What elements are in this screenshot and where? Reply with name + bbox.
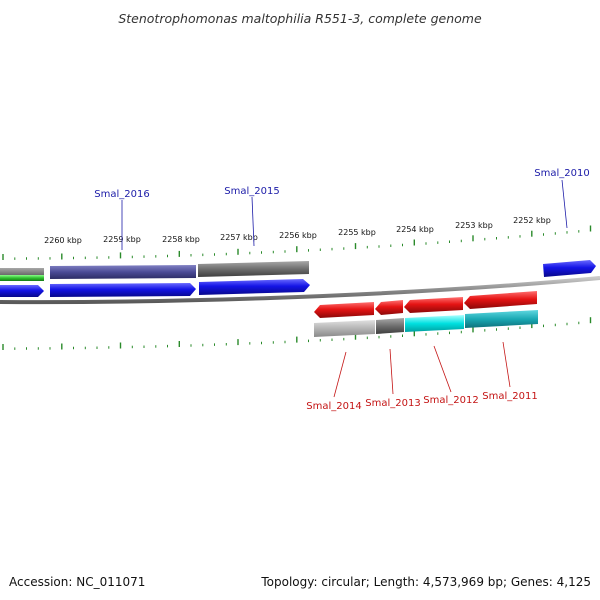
scale-label-2260: 2260 kbp	[44, 236, 82, 245]
scale-label-2256: 2256 kbp	[279, 231, 317, 240]
gene-label-smal-2012[interactable]: Smal_2012	[423, 395, 478, 406]
cog-bar-smal-2015[interactable]	[198, 261, 309, 277]
scale-label-2252: 2252 kbp	[513, 216, 551, 225]
gene-label-smal-2010[interactable]: Smal_2010	[534, 168, 589, 179]
cds-arrow-smal-2010[interactable]	[543, 260, 596, 277]
forward-cog-track	[0, 261, 309, 281]
cog-bar-smal-2014[interactable]	[314, 320, 375, 337]
label-leaders-bottom	[333, 341, 511, 398]
cog-bar-smal-2012[interactable]	[405, 315, 464, 332]
leader-smal-2012	[433, 345, 452, 393]
gene-label-smal-2011[interactable]: Smal_2011	[482, 391, 537, 402]
map-title: Stenotrophomonas maltophilia R551-3, com…	[118, 11, 482, 26]
cds-arrow-smal-2013[interactable]	[375, 300, 403, 315]
cog-bar-smal-2016[interactable]	[50, 265, 196, 279]
leader-smal-2010	[561, 179, 568, 229]
gene-labels-top: Smal_2016 Smal_2015 Smal_2010	[94, 168, 589, 200]
scale-label-2258: 2258 kbp	[162, 235, 200, 244]
reverse-cds-track	[314, 291, 537, 318]
genome-backbone	[0, 276, 600, 305]
scale-labels: 2260 kbp 2259 kbp 2258 kbp 2257 kbp 2256…	[44, 216, 551, 245]
gene-label-smal-2014[interactable]: Smal_2014	[306, 401, 361, 412]
gene-labels-bottom: Smal_2014 Smal_2013 Smal_2012 Smal_2011	[306, 391, 537, 412]
accession-text: Accession: NC_011071	[9, 575, 145, 589]
gene-label-smal-2016[interactable]: Smal_2016	[94, 189, 149, 200]
cds-arrow-smal-2015[interactable]	[199, 279, 310, 295]
cog-bar-smal-2013[interactable]	[376, 318, 404, 334]
scale-label-2253: 2253 kbp	[455, 221, 493, 230]
scale-label-2257: 2257 kbp	[220, 233, 258, 242]
scale-label-2254: 2254 kbp	[396, 225, 434, 234]
cds-arrow-smal-2014[interactable]	[314, 302, 374, 318]
cds-arrow-smal-2012[interactable]	[404, 297, 463, 313]
scale-label-2255: 2255 kbp	[338, 228, 376, 237]
cds-arrow-forward-left[interactable]	[0, 285, 44, 297]
label-leaders-top	[121, 179, 568, 250]
cog-bar-smal-2011[interactable]	[465, 310, 538, 328]
reverse-cog-track	[314, 310, 538, 337]
cds-arrow-smal-2016[interactable]	[50, 283, 196, 297]
gene-label-smal-2013[interactable]: Smal_2013	[365, 398, 420, 409]
leader-smal-2015	[251, 196, 255, 247]
leader-smal-2014	[333, 351, 347, 398]
cds-arrow-smal-2011[interactable]	[464, 291, 537, 309]
leader-smal-2013	[389, 348, 394, 395]
gene-label-smal-2015[interactable]: Smal_2015	[224, 186, 279, 197]
leader-smal-2011	[502, 341, 511, 388]
topology-summary: Topology: circular; Length: 4,573,969 bp…	[260, 575, 591, 589]
forward-cds-track	[0, 260, 596, 297]
cog-bar-green-left[interactable]	[0, 275, 44, 281]
top-scale-ticks	[2, 225, 592, 260]
